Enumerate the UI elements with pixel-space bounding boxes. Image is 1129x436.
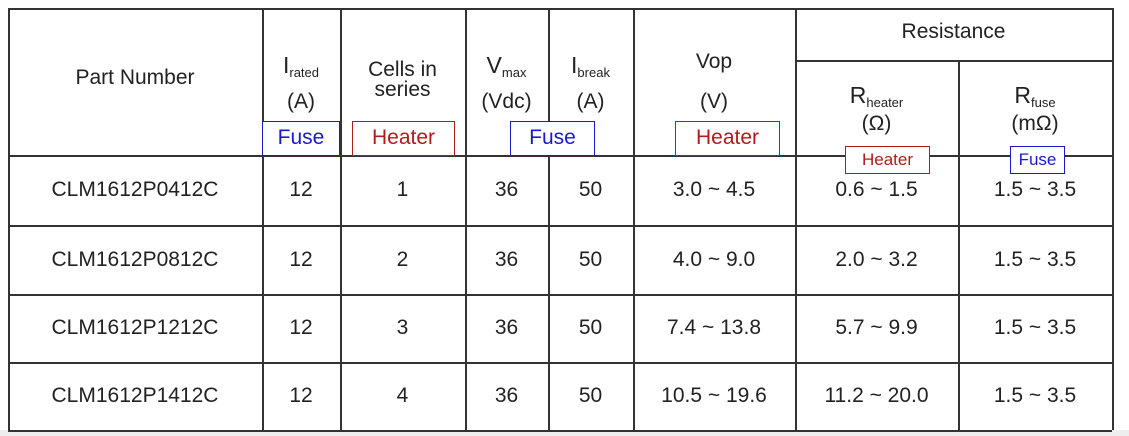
table-cell: 0.6 ~ 1.5 [835,178,918,201]
table-cell: 2.0 ~ 3.2 [835,247,918,271]
table-cell: 3.0 ~ 4.5 [672,178,756,201]
tag-label: Fuse [510,121,595,156]
table-cell: 7.4 ~ 13.8 [667,316,761,339]
column-line [548,8,550,430]
table-cell: 10.5 ~ 19.6 [661,384,767,407]
row-line [8,225,1112,227]
table-cell: 36 [494,384,519,407]
symbol: R [849,82,867,108]
subscript: heater [866,95,904,110]
table-cell: 50 [578,384,603,407]
symbol: I [571,52,578,78]
subscript: break [577,65,610,80]
table-cell: 4 [396,384,409,407]
header-vop: Vop [695,50,733,73]
symbol: R [1014,82,1032,108]
table-cell: 4.0 ~ 9.0 [672,247,756,271]
tag-label: Fuse [262,121,340,156]
table-cell: CLM1612P0812C [51,247,219,271]
header-resistance: Resistance [901,20,1006,43]
table-cell: 1.5 ~ 3.5 [993,178,1077,201]
column-line [8,8,10,430]
tag-label: Heater [845,146,930,174]
column-line [633,8,635,430]
column-line [340,8,342,430]
subscript: fuse [1031,95,1056,110]
column-line [795,8,797,430]
table-cell: 36 [494,178,519,201]
table-cell: 12 [289,178,313,201]
header-unit: (Ω) [861,112,892,135]
table-cell: 2 [396,247,409,271]
header-symbol: Rheater [795,82,958,110]
header-unit: (V) [700,90,728,113]
header-unit: (A) [287,90,315,113]
table-cell: 1.5 ~ 3.5 [993,316,1077,339]
header-symbol: Vmax [465,52,548,80]
row-line [8,362,1112,364]
table-cell: 12 [289,384,313,407]
table-cell: 11.2 ~ 20.0 [824,384,929,407]
header-symbol: Irated [262,52,340,80]
table-cell: 50 [578,247,603,271]
row-line [8,8,1112,10]
table-cell: 12 [289,316,313,339]
header-symbol: Rfuse [958,82,1112,110]
subscript: rated [289,65,320,80]
table-cell: 50 [578,316,603,339]
table-cell: 50 [578,178,603,201]
table-cell: 12 [289,247,313,271]
bottom-strip [0,430,1129,436]
header-part-number: Part Number [75,66,195,89]
tag-label: Fuse [1010,146,1065,174]
row-line [795,60,1112,62]
tag-label: Heater [352,121,455,156]
row-line [8,430,1112,432]
table-cell: 1 [396,178,409,201]
column-line [262,8,264,430]
header-cells: series [374,78,431,101]
table-cell: 3 [396,316,409,339]
row-line [8,294,1112,296]
column-line [465,8,467,430]
subscript: max [501,65,527,80]
tag-label: Heater [675,121,780,156]
table-cell: 5.7 ~ 9.9 [835,316,918,339]
table-cell: CLM1612P1412C [51,384,219,407]
header-unit: (mΩ) [1011,112,1059,135]
table-cell: 1.5 ~ 3.5 [993,384,1077,407]
header-unit: (Vdc) [481,90,532,113]
table-cell: CLM1612P0412C [51,178,219,201]
table-cell: CLM1612P1212C [51,316,219,339]
table-cell: 1.5 ~ 3.5 [993,247,1077,271]
symbol: V [486,52,502,78]
column-line [1112,8,1114,430]
header-symbol: Ibreak [548,52,633,80]
table-cell: 36 [494,247,519,271]
table-cell: 36 [494,316,519,339]
column-line [958,60,960,430]
symbol: I [282,52,290,78]
header-unit: (A) [576,90,605,113]
header-cells: Cells in [368,58,437,81]
